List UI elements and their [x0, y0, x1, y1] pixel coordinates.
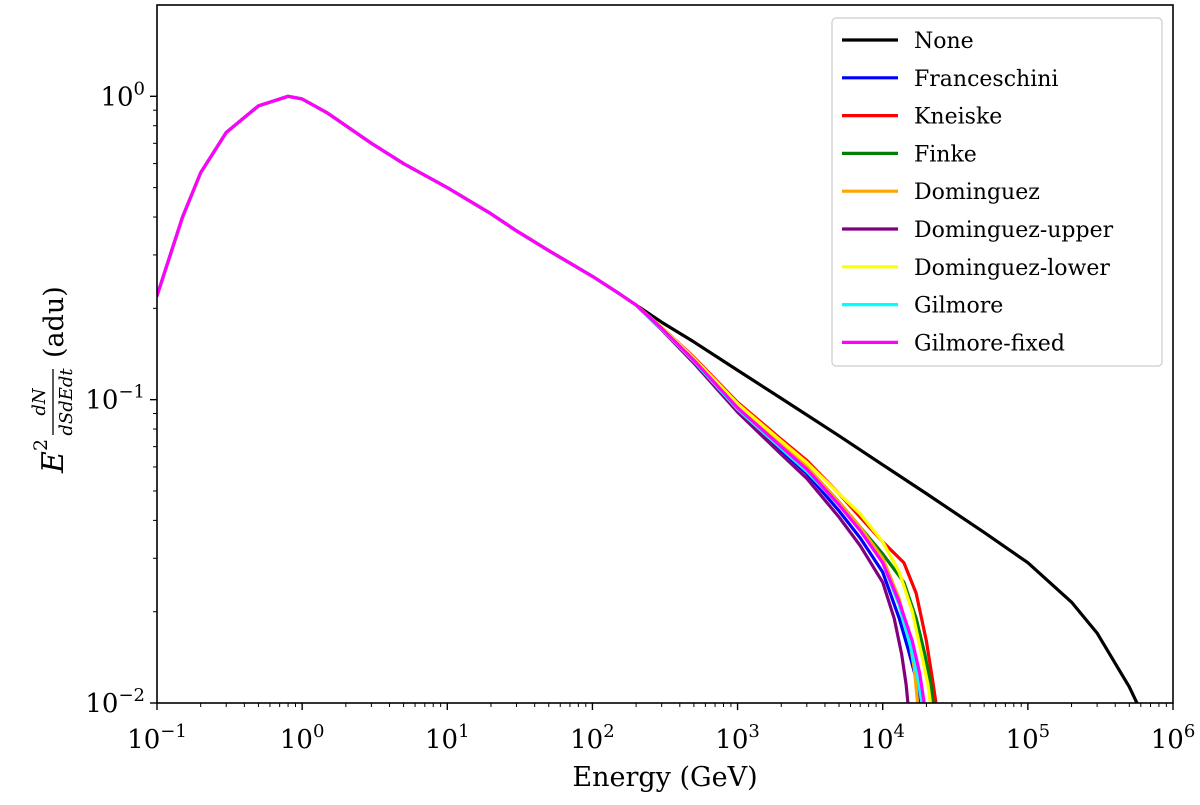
legend: None Franceschini Kneiske Finke Dominguez Dom…: [831, 17, 1163, 367]
series-line-finke: [157, 94, 935, 703]
x-tick-label: 100: [280, 721, 325, 755]
series-line-gilmore-fixed: [157, 94, 926, 703]
legend-label-kneiske: Kneiske: [914, 105, 1002, 130]
series-lines: [157, 94, 1139, 703]
series-line-dominguez-lower: [157, 94, 933, 703]
x-tick-label: 10−1: [127, 721, 187, 755]
y-axis-title: E 2 dN dSdEdt (adu): [29, 286, 77, 474]
x-tick-label: 105: [1006, 721, 1051, 755]
plot-frame: [156, 4, 1174, 704]
legend-label-gilmore: Gilmore: [914, 294, 1003, 319]
y-tick-label: 10−2: [85, 685, 145, 719]
legend-label-dominguez: Dominguez: [914, 180, 1040, 205]
x-tick-label: 101: [425, 721, 470, 755]
y-axis-title-denominator: dSdEdt: [56, 368, 77, 436]
legend-label-dominguez-upper: Dominguez-upper: [914, 218, 1114, 243]
y-axis-title-unit: (adu): [39, 286, 70, 358]
legend-label-gilmore-fixed: Gilmore-fixed: [914, 331, 1065, 356]
legend-label-none: None: [914, 29, 974, 54]
legend-label-franceschini: Franceschini: [914, 67, 1058, 92]
x-tick-label: 106: [1151, 721, 1196, 755]
y-tick-label: 10−1: [85, 382, 145, 416]
y-axis-title-numerator: dN: [29, 387, 50, 416]
x-axis-title: Energy (GeV): [572, 762, 757, 793]
series-line-kneiske: [157, 94, 938, 703]
legend-label-finke: Finke: [914, 142, 977, 167]
legend-label-dominguez-lower: Dominguez-lower: [914, 256, 1110, 281]
legend-box: [831, 17, 1163, 367]
y-axis-title-power: 2: [30, 439, 52, 451]
y-tick-label: 100: [100, 78, 145, 112]
series-line-gilmore: [157, 94, 924, 703]
series-line-dominguez: [157, 94, 920, 703]
x-tick-label: 102: [570, 721, 615, 755]
series-line-dominguez-upper: [157, 94, 910, 703]
series-line-franceschini: [157, 94, 923, 703]
x-tick-label: 104: [860, 721, 905, 755]
x-tick-label: 103: [715, 721, 760, 755]
y-axis-title-prefix: E: [36, 451, 71, 474]
